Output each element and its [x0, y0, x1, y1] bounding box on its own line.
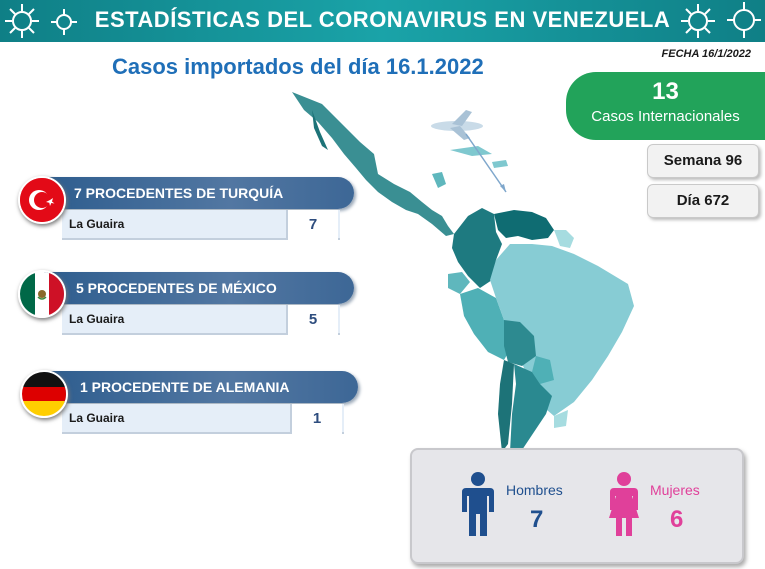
state-label: La Guaira — [69, 217, 125, 231]
state-label: La Guaira — [69, 411, 125, 425]
state-count: 1 — [290, 404, 342, 434]
international-cases-count: 13 — [652, 78, 679, 105]
state-count: 7 — [286, 210, 338, 240]
origin-heading: 7 PROCEDENTES DE TURQUÍA — [44, 177, 354, 209]
international-cases-label: Casos Internacionales — [591, 108, 740, 125]
virus-icon — [5, 4, 39, 38]
state-label: La Guaira — [69, 312, 125, 326]
mexico-flag-icon — [18, 270, 66, 318]
germany-flag-icon — [20, 370, 68, 418]
origin-row: La Guaira 1 — [62, 404, 344, 434]
airplane-icon — [431, 110, 507, 193]
origin-row: La Guaira 7 — [62, 210, 340, 240]
international-cases-badge: 13 Casos Internacionales — [566, 72, 765, 140]
men-label: Hombres — [506, 482, 563, 498]
woman-icon — [609, 472, 639, 536]
virus-icon — [681, 4, 715, 38]
men-count: 7 — [530, 506, 544, 533]
origin-heading: 5 PROCEDENTES DE MÉXICO — [44, 272, 354, 304]
header-banner: ESTADÍSTICAS DEL CORONAVIRUS EN VENEZUEL… — [0, 0, 765, 42]
gender-breakdown: Hombres 7 Mujeres 6 — [410, 448, 744, 564]
man-icon — [462, 472, 494, 536]
day-badge: Día 672 — [647, 184, 759, 218]
state-count: 5 — [286, 305, 338, 335]
turkey-flag-icon — [18, 176, 66, 224]
virus-icon — [51, 9, 77, 35]
report-date: FECHA 16/1/2022 — [661, 48, 751, 60]
americas-map — [292, 92, 634, 452]
subtitle: Casos importados del día 16.1.2022 — [112, 54, 484, 79]
women-count: 6 — [670, 506, 684, 533]
week-badge: Semana 96 — [647, 144, 759, 178]
women-label: Mujeres — [650, 482, 700, 498]
virus-icon — [727, 2, 761, 38]
page-title: ESTADÍSTICAS DEL CORONAVIRUS EN VENEZUEL… — [94, 7, 671, 32]
origin-heading: 1 PROCEDENTE DE ALEMANIA — [44, 371, 358, 403]
origin-row: La Guaira 5 — [62, 305, 340, 335]
